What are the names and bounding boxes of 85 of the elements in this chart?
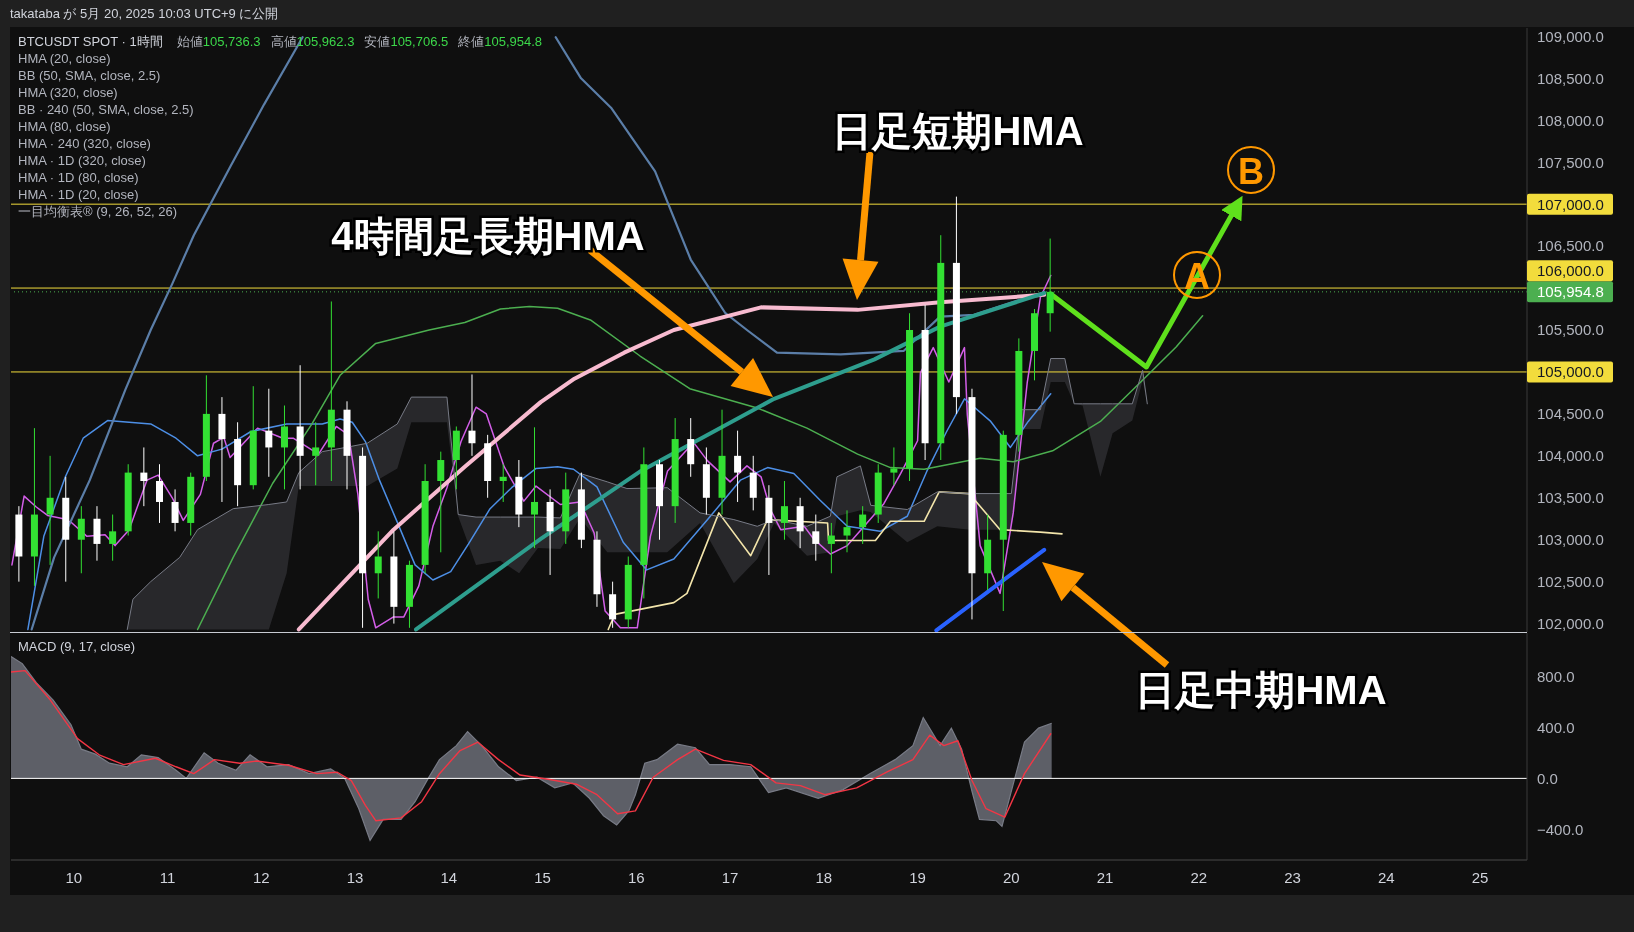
candlestick (890, 446, 898, 486)
annotation: HMA · 1D (20, close) (18, 186, 139, 203)
x-tick-label: 18 (815, 868, 833, 886)
annotation: 105,736.3 (202, 33, 261, 50)
candlestick (265, 388, 273, 478)
x-tick-label: 12 (252, 868, 270, 886)
candlestick (780, 480, 788, 541)
y-tick-label: 800.0 (1537, 667, 1575, 685)
candlestick (843, 509, 851, 553)
annotation: 高値 (270, 33, 297, 50)
annotation: HMA (80, close) (18, 118, 111, 135)
y-tick-label: 106,500.0 (1537, 237, 1604, 255)
candlestick (171, 488, 179, 532)
y-tick-label: 109,000.0 (1537, 27, 1604, 45)
annotation: 105,954.8 (484, 33, 543, 50)
candlestick (109, 514, 117, 562)
y-tick-label: 102,000.0 (1537, 614, 1604, 632)
y-tick-label: −400.0 (1537, 820, 1584, 838)
y-tick-label: 105,500.0 (1537, 321, 1604, 339)
annotation: HMA (20, close) (18, 50, 111, 67)
candlestick (46, 455, 54, 566)
candlestick (859, 505, 867, 545)
x-tick-label: 23 (1284, 868, 1301, 886)
x-tick-label: 11 (159, 868, 176, 886)
candlestick (280, 405, 288, 490)
y-tick-label: 107,500.0 (1537, 153, 1604, 171)
candlestick (77, 505, 85, 574)
ref-line-label: 107,000.0 (1537, 195, 1604, 213)
y-tick-label: 108,500.0 (1537, 69, 1604, 87)
annotation: BB (50, SMA, close, 2.5) (18, 67, 161, 84)
line-series (27, 393, 1052, 631)
y-tick-label: 103,000.0 (1537, 531, 1604, 549)
x-tick-label: 19 (909, 868, 926, 886)
x-tick-label: 10 (65, 868, 83, 886)
annotation: B (1238, 150, 1264, 192)
candlestick (827, 522, 835, 574)
x-tick-label: 24 (1378, 868, 1395, 886)
candlestick (156, 463, 164, 524)
x-tick-label: 20 (1003, 868, 1020, 886)
annotation: 日足中期HMA (1135, 668, 1387, 712)
annotation: 一目均衡表® (9, 26, 52, 26) (18, 203, 178, 220)
annotation: HMA · 1D (320, close) (18, 152, 146, 169)
text: MACD (9, 17, close) (18, 638, 136, 655)
annotation: 105,706.5 (390, 33, 449, 50)
y-tick-label: 108,000.0 (1537, 111, 1604, 129)
candlestick (312, 421, 320, 486)
candlestick (140, 446, 148, 507)
annotation: 安値 (364, 33, 391, 50)
candlestick (374, 530, 382, 599)
y-tick-label: 104,500.0 (1537, 405, 1604, 423)
candlestick (437, 451, 445, 553)
ref-line-label: 105,000.0 (1537, 363, 1604, 381)
x-tick-label: 17 (721, 868, 739, 886)
x-tick-label: 13 (346, 868, 364, 886)
line-series (196, 305, 1204, 631)
annotation: HMA · 1D (80, close) (18, 169, 139, 186)
candlestick (531, 426, 539, 549)
annotation: HMA · 240 (320, close) (18, 135, 151, 152)
ref-line-label: 106,000.0 (1537, 262, 1604, 280)
x-tick-label: 15 (534, 868, 551, 886)
candlestick (499, 463, 507, 503)
annotation: 始値 (176, 33, 203, 50)
x-tick-label: 21 (1096, 868, 1114, 886)
candlestick (1046, 238, 1054, 333)
y-tick-label: 104,000.0 (1537, 447, 1604, 465)
text: BTCUSDT SPOT · 1時間 (18, 33, 163, 50)
x-tick-label: 16 (627, 868, 645, 886)
text: takataba が 5月 20, 2025 10:03 UTC+9 に公開 (10, 5, 279, 22)
ref-line-label: 105,954.8 (1537, 283, 1604, 301)
candlestick (812, 514, 820, 562)
annotation: BB · 240 (50, SMA, close, 2.5) (18, 101, 194, 118)
annotation: 日足短期HMA (832, 109, 1084, 153)
y-tick-label: 0.0 (1537, 769, 1558, 787)
annotation: HMA (320, close) (18, 84, 118, 101)
annotation: 4時間足長期HMA (331, 214, 645, 258)
candlestick (468, 373, 476, 457)
y-tick-label: 103,500.0 (1537, 489, 1604, 507)
annotation: 終値 (458, 33, 485, 50)
x-tick-label: 22 (1190, 868, 1208, 886)
candlestick (734, 430, 742, 503)
x-tick-label: 25 (1471, 868, 1489, 886)
y-tick-label: 102,500.0 (1537, 572, 1604, 590)
y-tick-label: 400.0 (1537, 718, 1575, 736)
x-tick-label: 14 (440, 868, 458, 886)
line-series (607, 491, 1063, 631)
